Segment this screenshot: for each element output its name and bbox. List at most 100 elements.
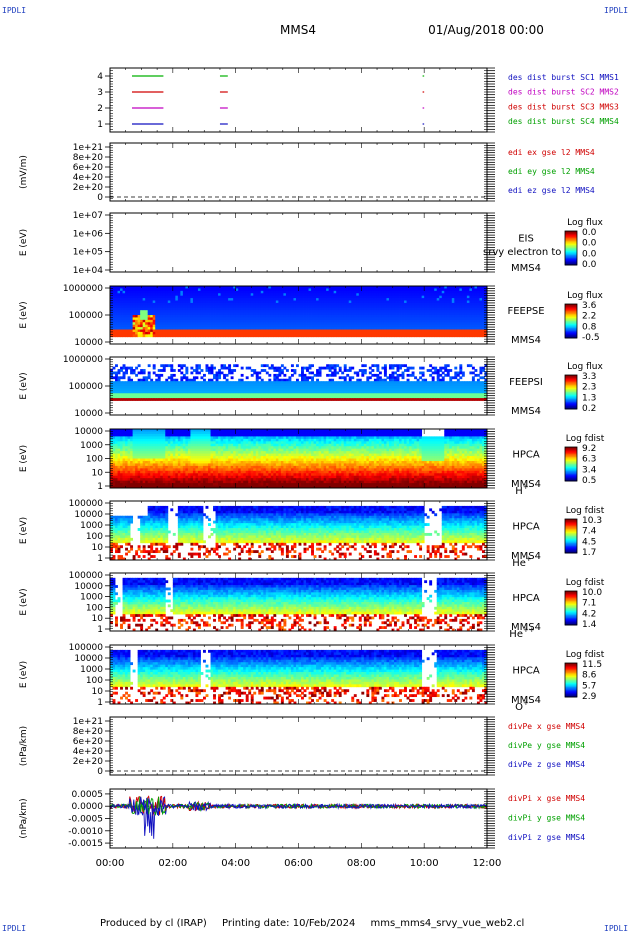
- heatmap-cell: [296, 308, 299, 311]
- heatmap-cell: [165, 291, 168, 294]
- heatmap-cell: [256, 396, 259, 399]
- heatmap-cell: [170, 291, 173, 294]
- heatmap-cell: [125, 369, 128, 372]
- heatmap-cell: [185, 320, 188, 323]
- heatmap-cell: [248, 322, 251, 325]
- heatmap-cell: [251, 334, 254, 337]
- heatmap-cell: [231, 303, 234, 306]
- heatmap-cell: [341, 325, 344, 328]
- heatmap-cell: [140, 320, 143, 323]
- heatmap-cell: [148, 320, 151, 323]
- heatmap-cell: [263, 308, 266, 311]
- heatmap-cell: [123, 388, 126, 391]
- heatmap-cell: [344, 301, 347, 304]
- heatmap-cell: [381, 381, 384, 384]
- heatmap-cell: [231, 317, 234, 320]
- heatmap-cell: [344, 376, 347, 379]
- heatmap-cell: [288, 384, 291, 387]
- heatmap-cell: [180, 322, 183, 325]
- heatmap-cell: [175, 298, 178, 301]
- heatmap-cell: [366, 396, 369, 399]
- heatmap-cell: [351, 320, 354, 323]
- heatmap-cell: [243, 384, 246, 387]
- heatmap-cell: [216, 379, 219, 382]
- heatmap-cell: [226, 320, 229, 323]
- heatmap-cell: [138, 317, 141, 320]
- heatmap-cell: [326, 381, 329, 384]
- heatmap-cell: [153, 303, 156, 306]
- heatmap-cell: [359, 334, 362, 337]
- heatmap-cell: [304, 291, 307, 294]
- heatmap-cell: [195, 298, 198, 301]
- heatmap-cell: [243, 298, 246, 301]
- heatmap-cell: [336, 288, 339, 291]
- heatmap-cell: [361, 374, 364, 377]
- heatmap-cell: [243, 381, 246, 384]
- heatmap-cell: [479, 298, 482, 301]
- heatmap-cell: [449, 327, 452, 330]
- heatmap-cell: [454, 305, 457, 308]
- heatmap-cell: [203, 330, 206, 333]
- heatmap-cell: [366, 398, 369, 401]
- heatmap-cell: [238, 325, 241, 328]
- heatmap-cell: [331, 305, 334, 308]
- heatmap-cell: [351, 303, 354, 306]
- heatmap-cell: [140, 388, 143, 391]
- heatmap-cell: [178, 386, 181, 389]
- heatmap-cell: [306, 330, 309, 333]
- heatmap-cell: [299, 327, 302, 330]
- heatmap-cell: [442, 301, 445, 304]
- heatmap-cell: [306, 369, 309, 372]
- heatmap-cell: [163, 313, 166, 316]
- heatmap-cell: [241, 396, 244, 399]
- heatmap-cell: [321, 320, 324, 323]
- heatmap-cell: [163, 322, 166, 325]
- heatmap-cell: [271, 381, 274, 384]
- heatmap-cell: [432, 303, 435, 306]
- heatmap-cell: [200, 315, 203, 318]
- heatmap-cell: [339, 320, 342, 323]
- heatmap-cell: [228, 310, 231, 313]
- heatmap-cell: [120, 332, 123, 335]
- heatmap-cell: [399, 317, 402, 320]
- heatmap-cell: [198, 291, 201, 294]
- heatmap-cell: [361, 296, 364, 299]
- heatmap-cell: [479, 332, 482, 335]
- heatmap-cell: [311, 296, 314, 299]
- heatmap-cell: [130, 305, 133, 308]
- heatmap-cell: [361, 398, 364, 401]
- heatmap-cell: [283, 332, 286, 335]
- heatmap-cell: [226, 325, 229, 328]
- heatmap-cell: [474, 332, 477, 335]
- heatmap-cell: [404, 303, 407, 306]
- heatmap-cell: [263, 305, 266, 308]
- heatmap-cell: [283, 320, 286, 323]
- heatmap-cell: [200, 308, 203, 311]
- heatmap-cell: [339, 305, 342, 308]
- heatmap-cell: [195, 320, 198, 323]
- heatmap-cell: [263, 320, 266, 323]
- heatmap-cell: [226, 301, 229, 304]
- heatmap-cell: [374, 288, 377, 291]
- heatmap-cell: [389, 330, 392, 333]
- heatmap-cell: [394, 308, 397, 311]
- heatmap-cell: [336, 330, 339, 333]
- heatmap-cell: [178, 298, 181, 301]
- heatmap-cell: [306, 379, 309, 382]
- heatmap-cell: [462, 293, 465, 296]
- heatmap-cell: [133, 288, 136, 291]
- heatmap-cell: [422, 334, 425, 337]
- heatmap-cell: [439, 288, 442, 291]
- heatmap-cell: [477, 308, 480, 311]
- heatmap-cell: [128, 291, 131, 294]
- heatmap-cell: [246, 293, 249, 296]
- heatmap-cell: [359, 310, 362, 313]
- heatmap-cell: [140, 313, 143, 316]
- heatmap-cell: [238, 320, 241, 323]
- heatmap-cell: [276, 332, 279, 335]
- heatmap-cell: [404, 288, 407, 291]
- heatmap-cell: [198, 332, 201, 335]
- heatmap-cell: [422, 291, 425, 294]
- heatmap-cell: [379, 317, 382, 320]
- heatmap-cell: [404, 308, 407, 311]
